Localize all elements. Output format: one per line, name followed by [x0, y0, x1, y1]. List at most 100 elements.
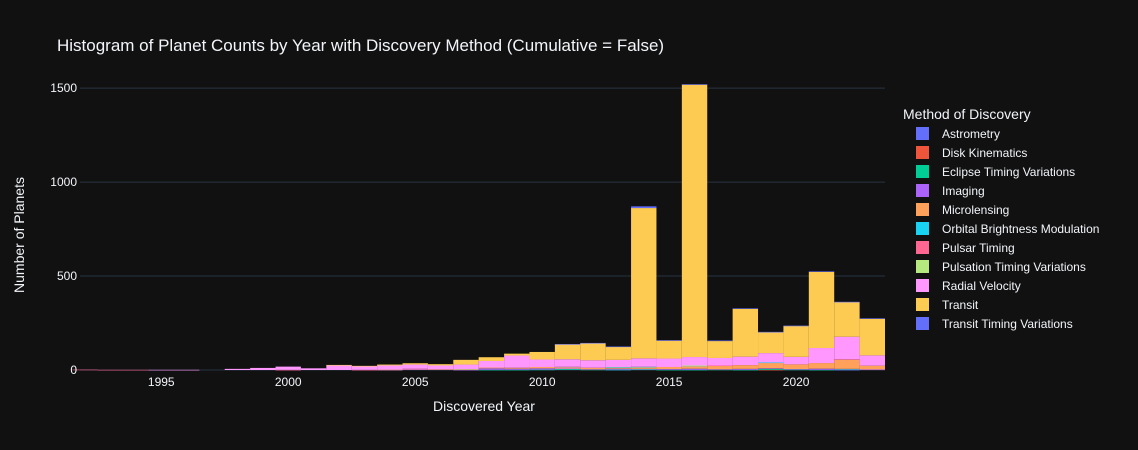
bar-segment — [326, 364, 352, 366]
y-tick-label: 0 — [70, 363, 77, 377]
legend-label[interactable]: Transit — [942, 298, 979, 312]
bar-segment — [529, 351, 555, 360]
bar-segment — [732, 356, 759, 366]
bar-segment — [834, 368, 860, 370]
bar-segment — [758, 353, 784, 363]
bar-segment — [275, 369, 301, 371]
bar-segment — [554, 344, 581, 345]
bar-segment — [605, 346, 632, 360]
bar-segment — [758, 331, 784, 333]
bar-segment — [529, 366, 555, 369]
legend-swatch[interactable] — [916, 127, 929, 140]
bar-segment — [707, 357, 733, 366]
bar-segment — [377, 365, 403, 370]
bar-segment — [707, 369, 733, 371]
bar-segment — [504, 369, 530, 371]
bar-segment — [554, 367, 581, 369]
legend-swatch[interactable] — [916, 298, 929, 311]
bar-segment — [504, 355, 530, 368]
legend-swatch[interactable] — [916, 279, 929, 292]
bar-segment — [732, 308, 759, 357]
legend-label[interactable]: Orbital Brightness Modulation — [942, 222, 1099, 236]
bar-segment — [605, 369, 632, 371]
bar-segment — [580, 343, 606, 361]
bar-segment — [859, 318, 885, 319]
legend-swatch[interactable] — [916, 317, 929, 330]
bar-segment — [402, 368, 428, 370]
y-axis-title: Number of Planets — [11, 177, 27, 293]
bar-segment — [478, 367, 505, 369]
bar-segment — [859, 318, 885, 356]
bar-segment — [783, 369, 809, 370]
bar-segment — [529, 359, 555, 367]
bar-segment — [656, 358, 682, 367]
bar-segment — [605, 367, 632, 369]
bar-segment — [402, 364, 428, 369]
legend-swatch[interactable] — [916, 203, 929, 216]
bar-segment — [250, 367, 276, 370]
legend-label[interactable]: Astrometry — [942, 127, 1000, 141]
bar-segment — [681, 357, 708, 366]
bar-segment — [580, 369, 606, 371]
x-tick-label: 1995 — [148, 375, 175, 389]
bar-segment — [453, 369, 479, 371]
bar-segment — [554, 366, 581, 368]
bar-segment — [377, 364, 403, 366]
bar-segment — [808, 271, 835, 349]
y-tick-label: 1000 — [50, 175, 77, 189]
legend-label[interactable]: Disk Kinematics — [942, 146, 1027, 160]
bar-segment — [758, 332, 784, 354]
bar-segment — [478, 368, 505, 370]
bar-segment — [681, 365, 708, 367]
legend-label[interactable]: Imaging — [942, 184, 985, 198]
bar-segment — [554, 359, 581, 367]
bar-segment — [656, 340, 682, 359]
bar-segment — [427, 365, 454, 370]
bar-segment — [783, 369, 809, 371]
bar-segment — [631, 358, 657, 367]
legend-swatch[interactable] — [916, 241, 929, 254]
bar-segment — [808, 348, 835, 364]
bar-segment — [758, 368, 784, 369]
legend-swatch[interactable] — [916, 184, 929, 197]
bar-segment — [453, 369, 479, 370]
bar-segment — [504, 368, 530, 370]
bar-segment — [351, 366, 378, 370]
chart-title: Histogram of Planet Counts by Year with … — [57, 36, 664, 55]
bar-segment — [808, 369, 835, 371]
bar-segment — [758, 369, 784, 371]
bar-segment — [732, 369, 759, 371]
legend-label[interactable]: Eclipse Timing Variations — [942, 165, 1075, 179]
legend-title: Method of Discovery — [903, 106, 1031, 122]
x-tick-label: 2015 — [656, 375, 683, 389]
bar-segment — [123, 369, 149, 371]
bar-segment — [97, 369, 124, 371]
bar-segment — [808, 271, 835, 272]
bar-segment — [783, 325, 809, 357]
bar-segment — [808, 363, 835, 369]
legend: Astrometry Disk Kinematics Eclipse Timing … — [916, 127, 1099, 331]
legend-label[interactable]: Microlensing — [942, 203, 1009, 217]
legend-swatch[interactable] — [916, 146, 929, 159]
legend-swatch[interactable] — [916, 260, 929, 273]
x-axis-ticks: 1995 2000 2005 2010 2015 2020 — [148, 375, 810, 389]
legend-swatch[interactable] — [916, 165, 929, 178]
bar-segment — [834, 359, 860, 369]
legend-label[interactable]: Transit Timing Variations — [942, 317, 1073, 331]
bar-segment — [681, 365, 708, 369]
legend-label[interactable]: Pulsar Timing — [942, 241, 1015, 255]
bar-segment — [834, 369, 860, 371]
bar-segment — [758, 362, 784, 364]
legend-swatch[interactable] — [916, 222, 929, 235]
bar-segment — [351, 369, 378, 371]
legend-label[interactable]: Radial Velocity — [942, 279, 1021, 293]
bar-segment — [275, 366, 301, 370]
legend-label[interactable]: Pulsation Timing Variations — [942, 260, 1086, 274]
bar-segment — [834, 301, 860, 337]
bar-segment — [326, 365, 352, 370]
bar-segment — [605, 359, 632, 367]
bar-segment — [681, 84, 708, 85]
bar-segment — [580, 360, 606, 368]
bar-segment — [656, 366, 682, 370]
